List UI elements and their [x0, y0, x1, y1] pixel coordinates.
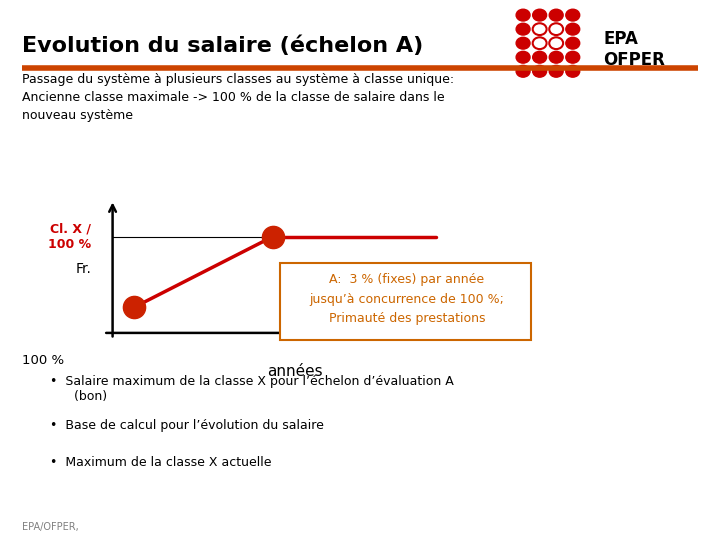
Text: Cl. X /
100 %: Cl. X / 100 %: [48, 222, 91, 251]
Circle shape: [516, 37, 530, 49]
Text: EPA/OFPER,: EPA/OFPER,: [22, 522, 78, 532]
Circle shape: [516, 9, 530, 21]
Circle shape: [516, 23, 530, 35]
Circle shape: [533, 23, 546, 35]
Circle shape: [566, 65, 580, 77]
Circle shape: [533, 9, 546, 21]
Circle shape: [549, 65, 563, 77]
Circle shape: [516, 65, 530, 77]
Circle shape: [549, 37, 563, 49]
Text: EPA
OFPER: EPA OFPER: [603, 30, 665, 69]
Text: 100 %: 100 %: [22, 354, 64, 367]
FancyBboxPatch shape: [280, 264, 531, 340]
Circle shape: [566, 9, 580, 21]
Circle shape: [566, 51, 580, 63]
Text: Fr.: Fr.: [75, 262, 91, 276]
Text: •  Maximum de la classe X actuelle: • Maximum de la classe X actuelle: [50, 456, 272, 469]
Circle shape: [566, 37, 580, 49]
Text: •  Base de calcul pour l’évolution du salaire: • Base de calcul pour l’évolution du sal…: [50, 418, 324, 431]
Text: années: années: [267, 364, 323, 380]
Circle shape: [533, 51, 546, 63]
Text: Evolution du salaire (échelon A): Evolution du salaire (échelon A): [22, 35, 423, 56]
Circle shape: [533, 37, 546, 49]
Circle shape: [516, 51, 530, 63]
Circle shape: [549, 9, 563, 21]
Circle shape: [549, 51, 563, 63]
Text: •  Salaire maximum de la classe X pour l’échelon d’évaluation A
      (bon): • Salaire maximum de la classe X pour l’…: [50, 375, 454, 403]
Text: A:  3 % (fixes) par année
jusqu’à concurrence de 100 %;
Primauté des prestations: A: 3 % (fixes) par année jusqu’à concurr…: [310, 273, 504, 326]
Circle shape: [566, 23, 580, 35]
Text: Passage du système à plusieurs classes au système à classe unique:
Ancienne clas: Passage du système à plusieurs classes a…: [22, 73, 454, 122]
Circle shape: [549, 23, 563, 35]
Circle shape: [533, 65, 546, 77]
